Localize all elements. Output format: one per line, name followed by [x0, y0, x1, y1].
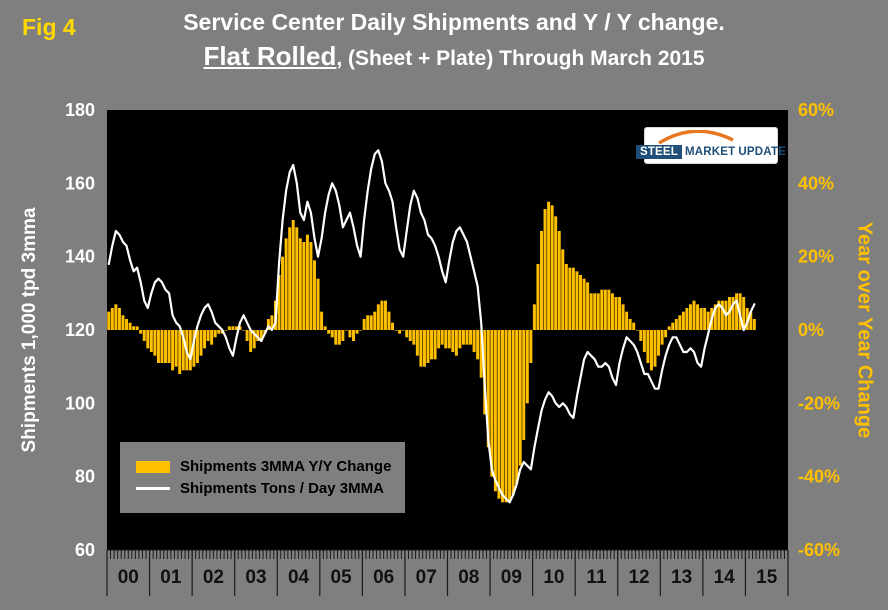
- axis-tick-label: 160: [65, 173, 95, 193]
- logo-word-market: MARKET: [685, 146, 736, 158]
- axis-tick-label: 120: [65, 320, 95, 340]
- axis-tick-label: 10: [543, 567, 564, 588]
- bar-swatch-icon: [136, 460, 170, 473]
- x-axis-year-labels: 00 01 02 03 04 05 06 07 08 09 10 11 12 13 14 15: [118, 567, 778, 588]
- axis-tick-label: 00: [118, 567, 139, 588]
- legend-label-line: Shipments Tons / Day 3MMA: [180, 480, 384, 497]
- axis-tick-label: -40%: [798, 467, 840, 487]
- axis-tick-label: -60%: [798, 540, 840, 560]
- line-swatch-icon: [136, 487, 170, 490]
- yy-change-bars: [107, 201, 756, 503]
- axis-tick-label: 09: [501, 567, 522, 588]
- axis-tick-label: 13: [671, 567, 692, 588]
- axis-tick-label: 06: [373, 567, 394, 588]
- axis-tick-label: 04: [288, 567, 310, 588]
- axis-tick-label: 07: [416, 567, 437, 588]
- left-axis-ticks: 180 160 140 120 100 80 60: [65, 100, 95, 560]
- axis-tick-label: 0%: [798, 320, 824, 340]
- axis-tick-label: 100: [65, 393, 95, 413]
- right-axis-ticks: 60% 40% 20% 0% -20% -40% -60%: [798, 100, 840, 560]
- legend: Shipments 3MMA Y/Y Change Shipments Tons…: [120, 442, 405, 513]
- chart-title: Service Center Daily Shipments and Y / Y…: [183, 9, 725, 35]
- axis-tick-label: 08: [458, 567, 479, 588]
- legend-item-bars: Shipments 3MMA Y/Y Change: [136, 458, 392, 475]
- x-axis-ticks: [106, 549, 789, 596]
- axis-tick-label: 14: [714, 567, 736, 588]
- axis-tick-label: 15: [756, 567, 778, 588]
- figure-label: Fig 4: [22, 14, 76, 40]
- chart-subtitle-rest: , (Sheet + Plate) Through March 2015: [336, 46, 705, 70]
- axis-tick-label: 12: [628, 567, 649, 588]
- axis-tick-label: 03: [245, 567, 266, 588]
- axis-tick-label: 180: [65, 100, 95, 120]
- axis-tick-label: 20%: [798, 247, 834, 267]
- chart-subtitle-emphasis: Flat Rolled: [203, 40, 337, 71]
- chart-subtitle: Flat Rolled, (Sheet + Plate) Through Mar…: [90, 40, 818, 73]
- axis-tick-label: 60%: [798, 100, 834, 120]
- logo-word-steel: STEEL: [635, 145, 683, 159]
- left-axis-title: Shipments 1,000 tpd 3mma: [19, 207, 40, 453]
- axis-tick-label: 02: [203, 567, 224, 588]
- legend-item-line: Shipments Tons / Day 3MMA: [136, 480, 389, 497]
- axis-tick-label: -20%: [798, 393, 840, 413]
- axis-tick-label: 140: [65, 247, 95, 267]
- axis-tick-label: 80: [75, 467, 95, 487]
- axis-tick-label: 60: [75, 540, 95, 560]
- axis-tick-label: 11: [586, 567, 607, 588]
- chart-title-block: Service Center Daily Shipments and Y / Y…: [90, 8, 818, 72]
- axis-tick-label: 40%: [798, 173, 834, 193]
- logo-word-update: UPDATE: [738, 146, 787, 158]
- axis-tick-label: 01: [160, 567, 182, 588]
- logo-swoosh-icon: [658, 130, 734, 144]
- right-axis-title: Year over Year Change: [853, 221, 876, 439]
- legend-label-bars: Shipments 3MMA Y/Y Change: [180, 458, 392, 475]
- shipments-line: [107, 149, 756, 504]
- axis-tick-label: 05: [331, 567, 353, 588]
- logo-text: STEEL MARKET UPDATE: [635, 145, 786, 159]
- steel-market-update-logo: STEEL MARKET UPDATE: [635, 127, 786, 164]
